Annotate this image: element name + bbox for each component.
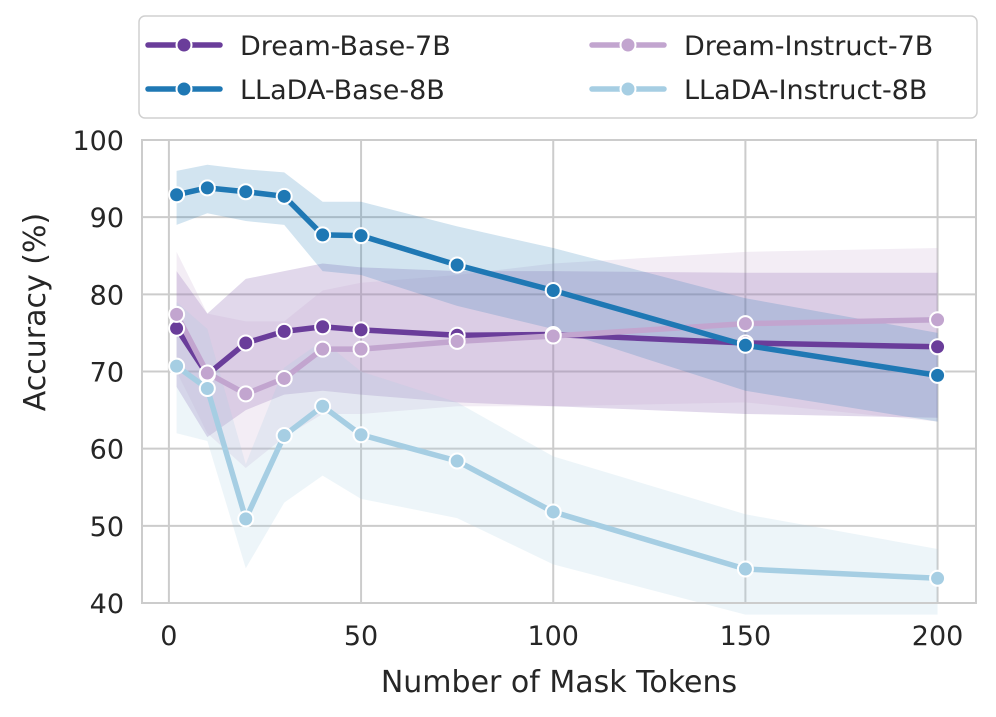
dream-instruct-7b-point — [275, 369, 293, 387]
dream-instruct-7b-point — [198, 364, 216, 382]
llada-instruct-8b-line — [173, 363, 941, 582]
x-axis-label: Number of Mask Tokens — [381, 665, 737, 700]
llada-instruct-8b-point — [544, 503, 562, 521]
legend-swatch-marker — [175, 36, 193, 54]
llada-base-8b-point — [352, 227, 370, 245]
legend: Dream-Base-7B Dream-Instruct-7B LLaDA-Base… — [138, 15, 978, 119]
legend-label: LLaDA-Instruct-8B — [684, 75, 927, 106]
y-tick-label-70: 70 — [90, 358, 124, 389]
dream-base-7b-band — [176, 263, 938, 438]
y-tick-label-60: 60 — [90, 435, 124, 466]
llada-instruct-8b-point — [314, 397, 332, 415]
x-tick-label-0: 0 — [160, 621, 177, 652]
x-tick-label-150: 150 — [720, 621, 772, 652]
legend-swatch-marker — [619, 80, 637, 98]
llada-instruct-8b-point — [448, 452, 466, 470]
llada-instruct-8b-point — [736, 560, 754, 578]
llada-base-8b-point — [314, 226, 332, 244]
dream-instruct-7b-point — [168, 305, 186, 323]
dream-base-7b-point — [314, 318, 332, 336]
y-tick-label-50: 50 — [90, 512, 124, 543]
legend-item-llada-base-8b: LLaDA-Base-8B — [145, 75, 445, 106]
legend-label: LLaDA-Base-8B — [240, 75, 445, 106]
dream-instruct-7b-point — [929, 311, 947, 329]
llada-base-8b-point — [275, 187, 293, 205]
llada-base-8b-point — [448, 256, 466, 274]
llada-instruct-8b-point — [237, 510, 255, 528]
llada-instruct-8b-point — [168, 357, 186, 375]
y-axis-label: Accuracy (%) — [18, 213, 53, 411]
x-tick-label-50: 50 — [344, 621, 378, 652]
llada-instruct-8b-point — [929, 569, 947, 587]
llada-instruct-8b-point — [275, 427, 293, 445]
legend-swatch-marker — [619, 36, 637, 54]
dream-instruct-7b-point — [314, 340, 332, 358]
llada-base-8b-point — [929, 366, 947, 384]
llada-instruct-8b-band — [176, 302, 938, 615]
llada-base-8b-point — [736, 336, 754, 354]
llada-base-8b-point — [237, 183, 255, 201]
llada-base-8b-line — [173, 185, 941, 379]
y-tick-label-80: 80 — [90, 280, 124, 311]
legend-item-dream-base-7b: Dream-Base-7B — [145, 31, 451, 62]
llada-base-8b-point — [168, 186, 186, 204]
llada-instruct-8b-point — [352, 426, 370, 444]
y-tick-label-40: 40 — [90, 589, 124, 620]
dream-instruct-7b-line — [173, 311, 941, 397]
dream-base-7b-point — [237, 334, 255, 352]
y-tick-label-90: 90 — [90, 203, 124, 234]
dream-base-7b-point — [352, 321, 370, 339]
llada-base-8b-point — [198, 179, 216, 197]
series-markers — [168, 179, 947, 587]
dream-base-7b-line — [173, 323, 941, 378]
tick-labels: 0 50 100 150 200 40 50 60 70 80 90 100 — [72, 126, 963, 652]
dream-instruct-7b-band — [176, 248, 938, 468]
legend-swatch-marker — [175, 80, 193, 98]
dream-base-7b-point — [929, 338, 947, 356]
llada-base-8b-point — [544, 281, 562, 299]
dream-instruct-7b-point — [736, 315, 754, 333]
dream-instruct-7b-point — [448, 332, 466, 350]
x-tick-label-200: 200 — [912, 621, 964, 652]
dream-instruct-7b-point — [237, 385, 255, 403]
series-lines — [173, 185, 941, 582]
legend-label: Dream-Instruct-7B — [684, 31, 933, 62]
legend-label: Dream-Base-7B — [240, 31, 451, 62]
y-tick-label-100: 100 — [72, 126, 124, 157]
x-tick-label-100: 100 — [527, 621, 579, 652]
legend-item-dream-instruct-7b: Dream-Instruct-7B — [589, 31, 933, 62]
plot-frame — [141, 139, 977, 604]
dream-instruct-7b-point — [544, 327, 562, 345]
llada-instruct-8b-point — [198, 379, 216, 397]
dream-instruct-7b-point — [352, 340, 370, 358]
dream-base-7b-point — [168, 319, 186, 337]
dream-base-7b-point — [275, 322, 293, 340]
legend-box — [138, 15, 978, 119]
legend-item-llada-instruct-8b: LLaDA-Instruct-8B — [589, 75, 927, 106]
